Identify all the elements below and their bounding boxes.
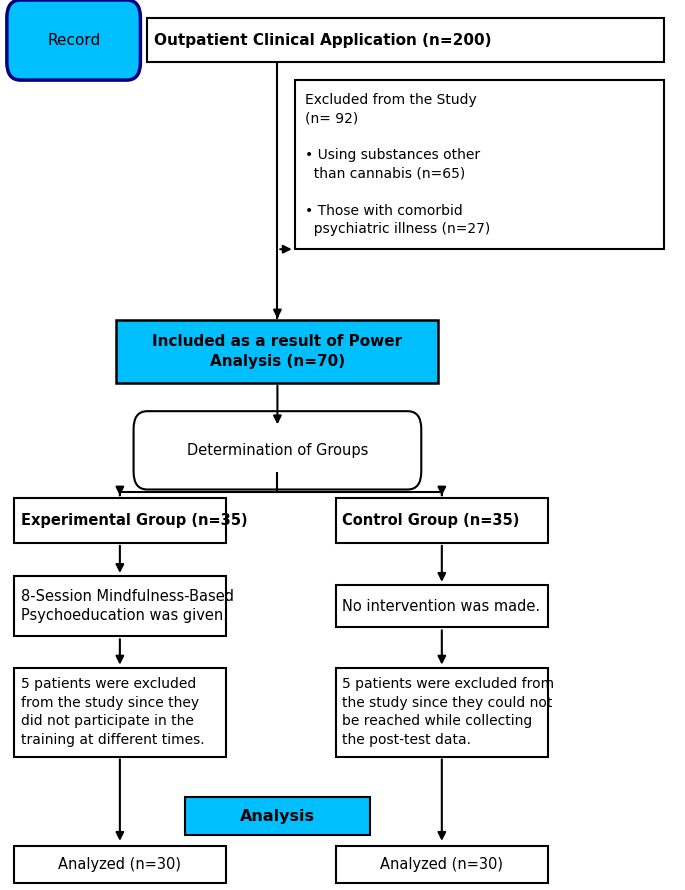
Text: Analysis: Analysis <box>240 809 315 823</box>
Text: 5 patients were excluded from
the study since they could not
be reached while co: 5 patients were excluded from the study … <box>342 677 555 747</box>
FancyBboxPatch shape <box>185 797 370 835</box>
FancyBboxPatch shape <box>14 498 226 543</box>
Text: Analyzed (n=30): Analyzed (n=30) <box>380 857 503 871</box>
Text: Outpatient Clinical Application (n=200): Outpatient Clinical Application (n=200) <box>154 33 492 47</box>
FancyBboxPatch shape <box>116 320 438 383</box>
Text: No intervention was made.: No intervention was made. <box>342 599 540 613</box>
FancyBboxPatch shape <box>295 80 664 249</box>
FancyBboxPatch shape <box>147 18 664 62</box>
Text: Record: Record <box>47 33 101 47</box>
FancyBboxPatch shape <box>336 668 548 756</box>
FancyBboxPatch shape <box>14 668 226 756</box>
FancyBboxPatch shape <box>14 576 226 636</box>
FancyBboxPatch shape <box>14 846 226 883</box>
FancyBboxPatch shape <box>336 498 548 543</box>
FancyBboxPatch shape <box>336 846 548 883</box>
Text: Analyzed (n=30): Analyzed (n=30) <box>58 857 182 871</box>
FancyBboxPatch shape <box>134 411 421 490</box>
Text: Control Group (n=35): Control Group (n=35) <box>342 514 520 528</box>
FancyBboxPatch shape <box>7 0 140 80</box>
Text: Excluded from the Study
(n= 92)

• Using substances other
  than cannabis (n=65): Excluded from the Study (n= 92) • Using … <box>305 93 490 236</box>
Text: Determination of Groups: Determination of Groups <box>187 443 368 457</box>
FancyBboxPatch shape <box>336 585 548 627</box>
Text: 5 patients were excluded
from the study since they
did not participate in the
tr: 5 patients were excluded from the study … <box>21 677 204 747</box>
Text: Included as a result of Power
Analysis (n=70): Included as a result of Power Analysis (… <box>152 334 403 369</box>
Text: Experimental Group (n=35): Experimental Group (n=35) <box>21 514 247 528</box>
Text: 8-Session Mindfulness-Based
Psychoeducation was given.: 8-Session Mindfulness-Based Psychoeducat… <box>21 588 234 624</box>
